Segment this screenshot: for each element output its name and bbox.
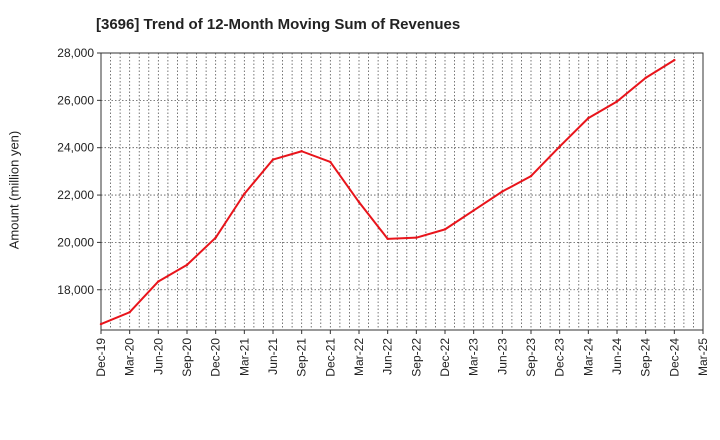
data-point — [329, 160, 332, 164]
data-point — [415, 236, 418, 239]
data-point — [157, 280, 160, 283]
data-point — [386, 237, 389, 241]
data-point — [271, 158, 275, 161]
x-tick-label: Dec-23 — [553, 338, 567, 377]
x-tick-label: Jun-24 — [610, 338, 624, 375]
data-point — [587, 116, 590, 120]
x-tick-label: Mar-23 — [467, 338, 481, 376]
x-tick-label: Mar-24 — [581, 338, 595, 376]
data-point — [214, 236, 217, 239]
y-tick-label: 28,000 — [57, 46, 94, 60]
data-point — [558, 145, 561, 148]
x-tick-label: Jun-23 — [495, 338, 509, 375]
x-tick-label: Dec-20 — [209, 338, 223, 377]
data-point — [529, 174, 533, 178]
x-tick-label: Jun-20 — [151, 338, 165, 375]
x-tick-label: Mar-25 — [696, 338, 710, 376]
y-tick-label: 22,000 — [57, 188, 94, 202]
x-tick-labels: Dec-19 Mar-20 Jun-20 Sep-20 Dec-20 Mar-21 Jun-… — [94, 338, 710, 377]
y-tick-label: 20,000 — [57, 235, 94, 249]
grid-lines — [101, 52, 703, 330]
data-point — [128, 311, 131, 314]
x-tick-label: Jun-22 — [381, 338, 395, 375]
data-point — [357, 200, 361, 204]
x-tick-label: Dec-19 — [94, 338, 108, 377]
series-layer — [99, 58, 676, 326]
data-point — [673, 58, 676, 62]
x-tick-label: Jun-21 — [266, 338, 280, 375]
plot-frame — [100, 52, 704, 331]
plot-area — [101, 53, 703, 330]
data-point — [472, 209, 475, 212]
data-point — [99, 322, 103, 326]
y-tick-label: 26,000 — [57, 93, 94, 107]
x-tick-label: Sep-21 — [295, 338, 309, 377]
y-tick-label: 18,000 — [57, 283, 94, 297]
x-tick-label: Dec-22 — [438, 338, 452, 377]
x-tick-label: Dec-21 — [323, 338, 337, 377]
x-tick-label: Mar-22 — [352, 338, 366, 376]
data-point — [243, 192, 246, 196]
x-tick-label: Sep-23 — [524, 338, 538, 377]
y-tick-labels: 18,000 20,000 22,000 24,000 26,000 28,000 — [57, 46, 94, 297]
x-tick-label: Dec-24 — [667, 338, 681, 377]
x-tick-label: Mar-20 — [123, 338, 137, 376]
chart-title: [3696] Trend of 12-Month Moving Sum of R… — [96, 16, 461, 33]
data-point — [300, 150, 303, 153]
data-point — [644, 76, 647, 80]
axes — [97, 52, 704, 334]
data-point — [615, 100, 619, 103]
data-point — [501, 190, 504, 193]
x-tick-label: Mar-21 — [237, 338, 251, 376]
x-tick-label: Sep-24 — [639, 338, 653, 377]
data-point — [185, 263, 189, 267]
x-tick-label: Sep-20 — [180, 338, 194, 377]
data-point — [443, 228, 447, 231]
x-tick-label: Sep-22 — [409, 338, 423, 377]
y-tick-label: 24,000 — [57, 141, 94, 155]
